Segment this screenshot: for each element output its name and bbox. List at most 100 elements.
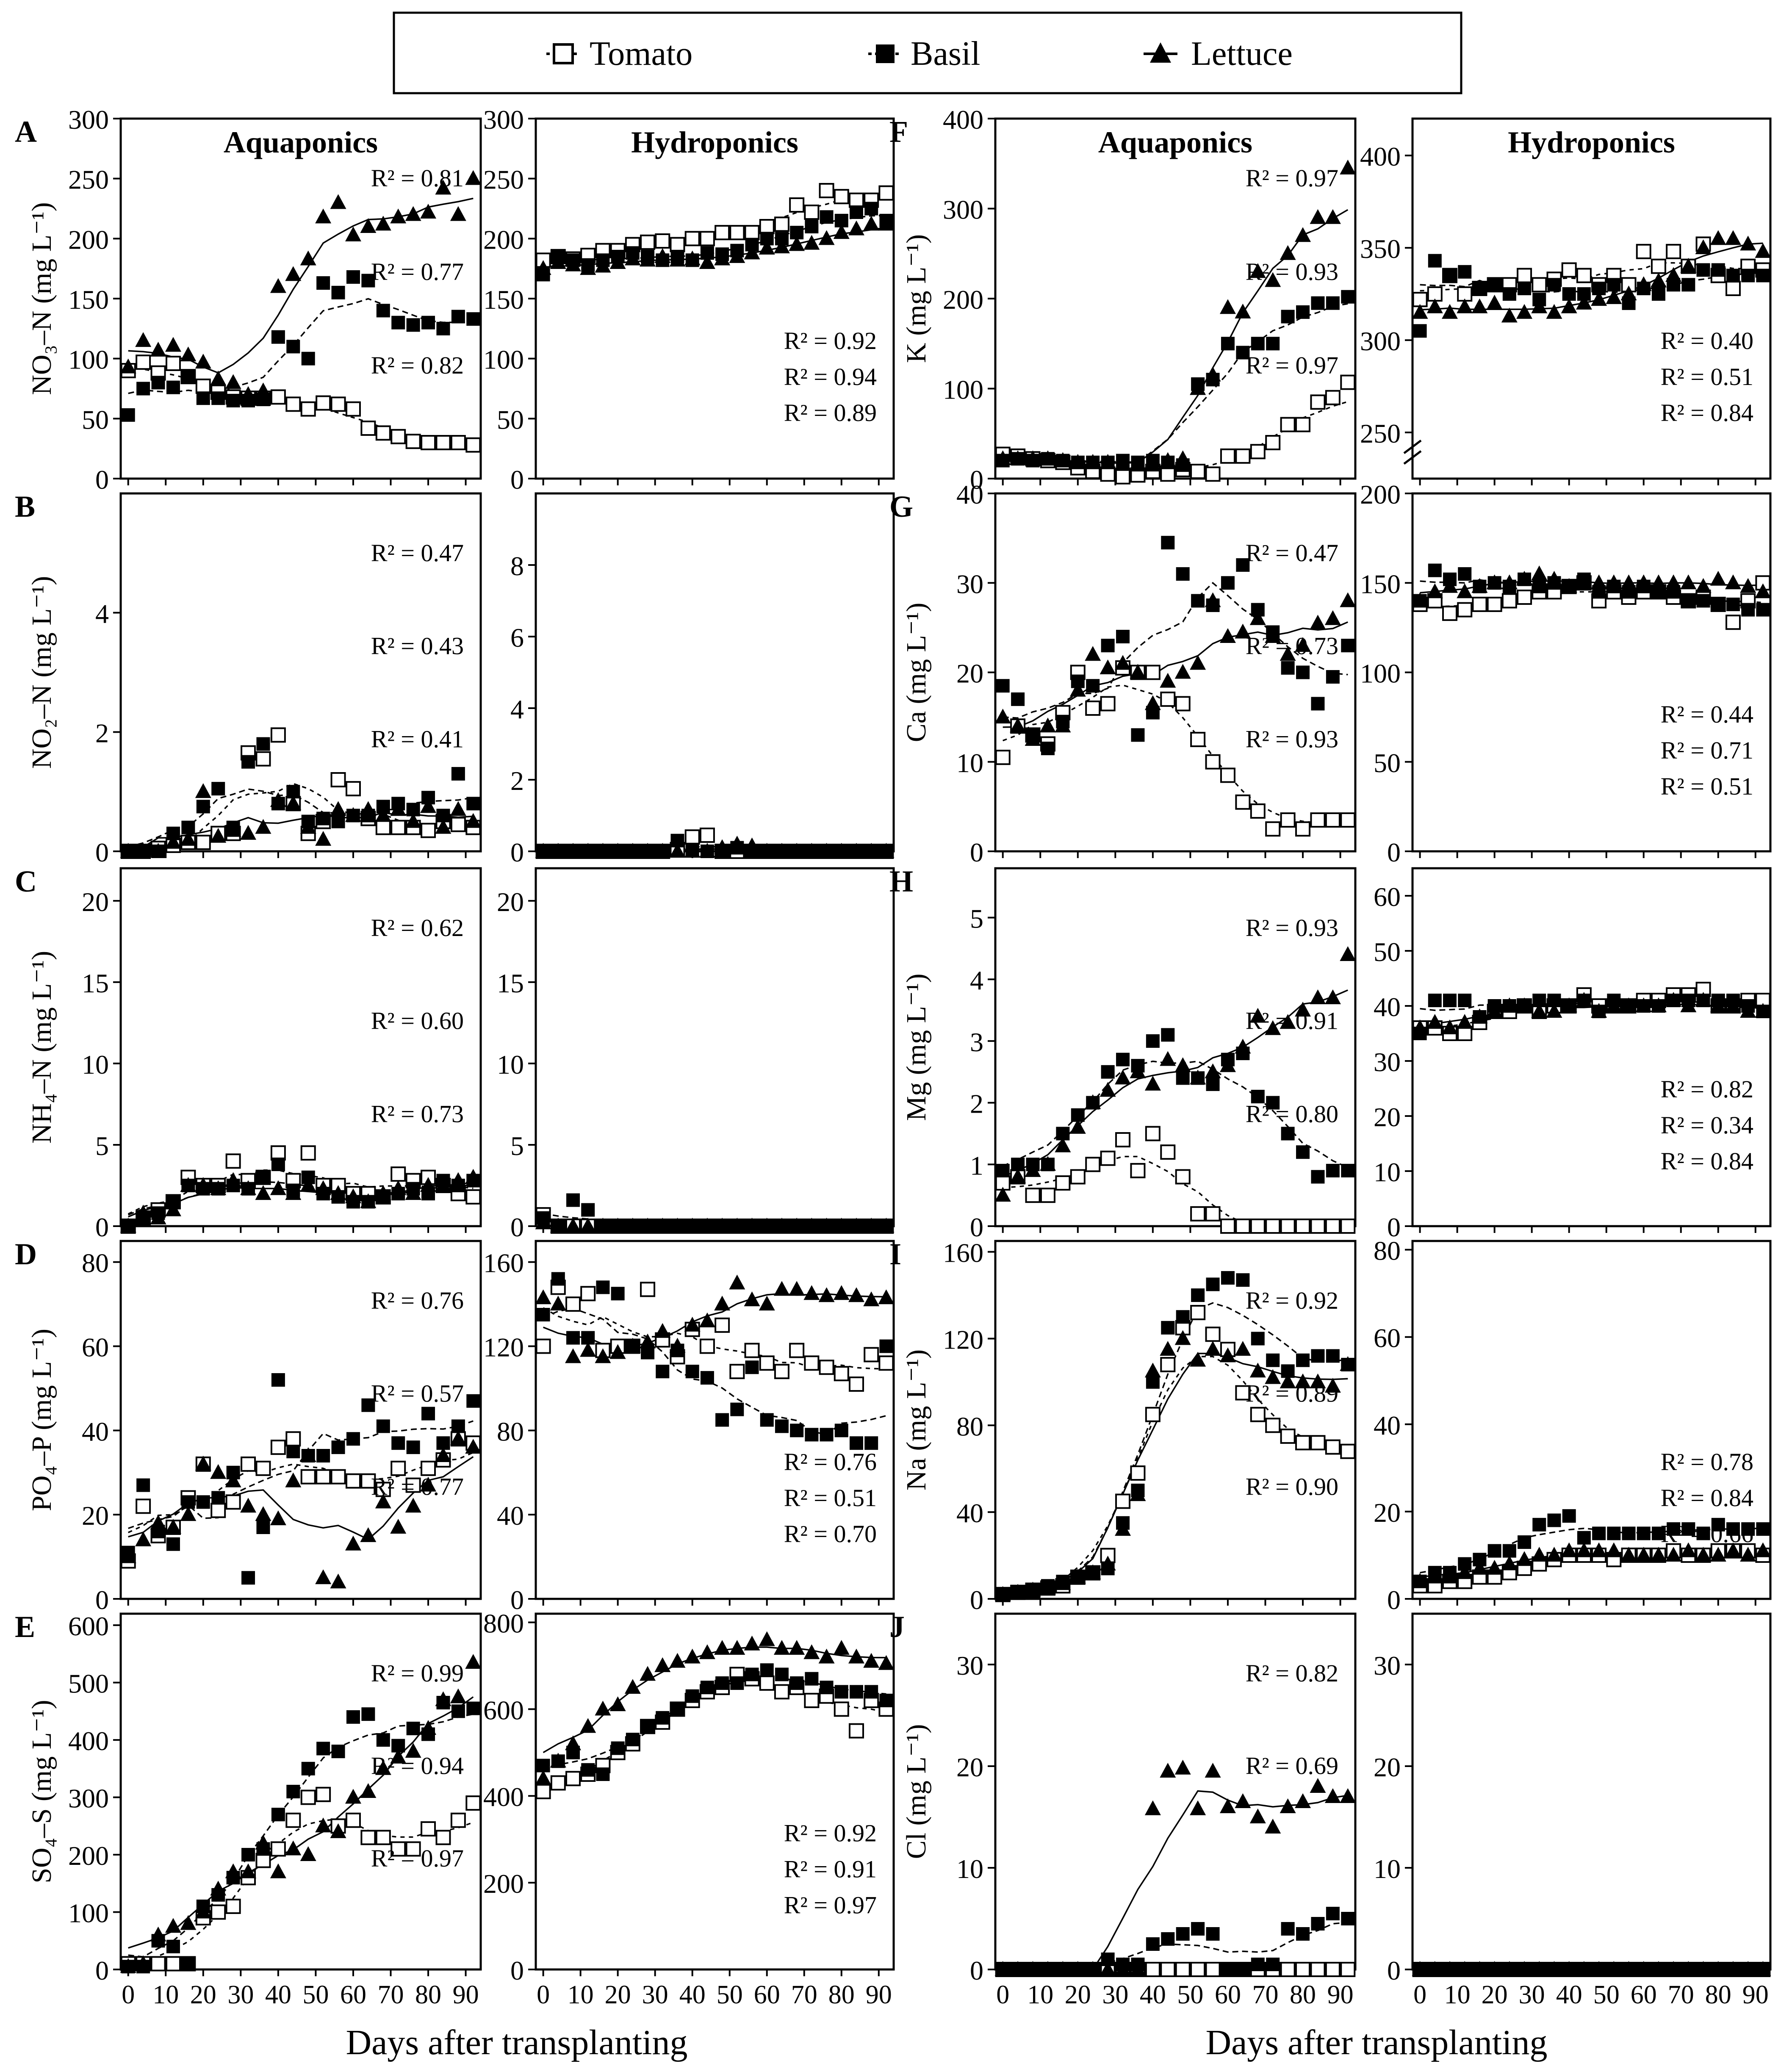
point-lettuce [1426,1568,1443,1584]
point-tomato [1501,593,1517,609]
y-tick-label: 10 [1374,1157,1401,1187]
point-lettuce [699,1312,715,1327]
point-tomato [1310,1219,1326,1234]
x-tick-label: 30 [642,1980,668,2009]
r2-annotation: R² = 0.73 [1246,632,1338,660]
point-lettuce [120,358,136,374]
y-tick-label: 20 [956,1752,983,1782]
point-lettuce [1085,1961,1101,1976]
point-lettuce [300,1177,316,1192]
point-lettuce [1695,578,1712,593]
point-lettuce [1680,258,1697,273]
point-tomato [1295,1435,1311,1451]
point-tomato [1220,1219,1235,1234]
point-lettuce [1740,1961,1756,1976]
point-basil [1116,630,1130,643]
point-tomato [684,231,700,247]
x-tick-label: 20 [190,1980,216,2009]
r2-annotation: R² = 0.80 [1246,1100,1338,1127]
point-basil [1326,1349,1340,1363]
x-tick-label: 90 [866,1980,892,2009]
point-lettuce [624,1679,641,1694]
y-tick-label: 5 [510,1131,524,1161]
point-lettuce [863,1653,880,1668]
point-lettuce [330,1823,346,1838]
point-tomato [1175,1962,1191,1977]
point-tomato [565,1771,581,1786]
point-lettuce [300,250,316,266]
point-lettuce [405,1498,421,1513]
y-tick-label: 400 [68,1726,109,1756]
point-basil [1281,1127,1295,1141]
point-lettuce [878,1655,895,1670]
point-tomato [715,1317,730,1333]
y-tick-label: 100 [943,375,983,405]
point-basil [1011,692,1025,706]
point-tomato [255,751,271,767]
point-lettuce [1324,1378,1341,1393]
point-lettuce [1115,1069,1131,1085]
point-lettuce [345,1188,361,1203]
y-tick-label: 80 [497,1416,524,1446]
point-lettuce [1740,1546,1756,1562]
point-basil [566,1331,580,1345]
point-lettuce [450,801,466,816]
point-lettuce [1442,1019,1458,1034]
plot-frame [119,492,482,853]
point-lettuce [1025,450,1041,465]
point-tomato [1070,1169,1086,1185]
point-lettuce [1606,997,1622,1012]
point-lettuce [1620,285,1637,301]
point-lettuce [1324,209,1341,224]
point-lettuce [1219,1798,1236,1813]
point-basil [1681,594,1695,608]
point-basil [1756,1522,1770,1536]
point-lettuce [120,1958,136,1973]
point-lettuce [699,1644,715,1659]
point-tomato [1040,1188,1055,1203]
point-tomato [729,1364,745,1379]
r2-annotation: R² = 0.93 [1246,725,1338,753]
point-basil [715,1413,729,1427]
point-tomato [1250,803,1266,819]
point-tomato [421,823,436,838]
point-lettuce [1265,1020,1281,1035]
point-tomato [1325,1962,1341,1977]
plot-frame [1411,492,1772,853]
point-lettuce [165,1201,181,1216]
point-tomato [1457,602,1473,618]
y-tick-label: 30 [1374,1651,1401,1681]
point-lettuce [1265,1819,1281,1834]
y-tick-label: 800 [483,1608,524,1638]
plot-frame [994,1612,1357,1971]
r2-annotation: R² = 0.77 [371,1473,464,1500]
point-basil [1326,1907,1340,1920]
y-tick-label: 2 [95,718,109,748]
point-tomato [1235,1219,1251,1234]
point-lettuce [609,1344,626,1359]
point-lettuce [1069,1568,1086,1584]
point-tomato [465,1795,481,1811]
panel-d-hy: 0 40 80 120 160 R² = 0.76 R² = 0.51 R² = 0.70 [483,1240,895,1615]
panel-g-aq: 0 10 20 30 40 Ca (mg L⁻¹) G R² = 0.47 R² = 0.73 R… [889,479,1357,867]
point-tomato [1205,754,1221,770]
point-basil [421,316,435,330]
point-lettuce [640,1333,656,1349]
point-basil [996,1163,1010,1177]
point-lettuce [1576,1542,1592,1557]
point-lettuce [1249,1809,1266,1823]
point-tomato [450,1812,466,1828]
point-lettuce [1010,1584,1026,1599]
point-tomato [995,750,1011,765]
point-basil [1696,263,1710,277]
point-lettuce [878,843,895,858]
point-basil [346,270,360,284]
point-lettuce [1265,1369,1281,1384]
open-square-icon [553,43,574,64]
point-lettuce [1442,1961,1458,1976]
point-lettuce [1486,1961,1503,1976]
point-tomato [878,185,894,201]
r2-annotation: R² = 0.93 [1246,258,1338,285]
r2-annotation: R² = 0.92 [784,1820,877,1847]
point-tomato [270,389,286,405]
